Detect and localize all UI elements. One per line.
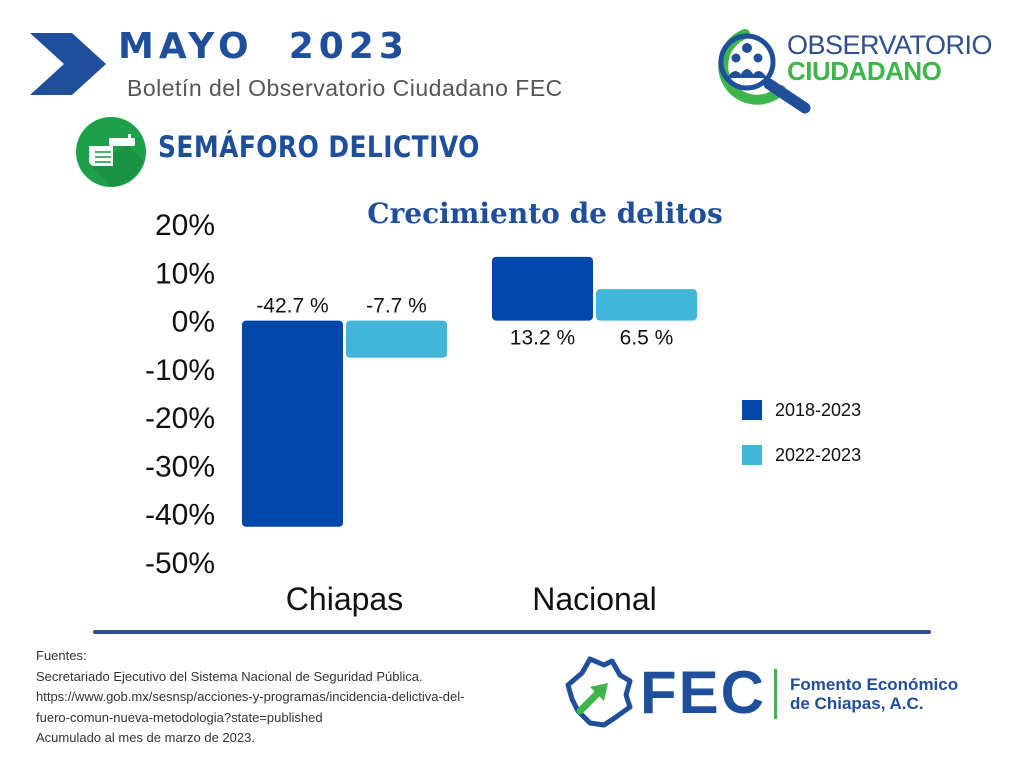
fec-logo-icon: FEC — [565, 656, 777, 728]
fec-name-line: Fomento Económico — [790, 675, 959, 694]
bar-value-label: -42.7 % — [256, 295, 328, 318]
y-tick-label: 0% — [172, 306, 215, 339]
bar — [492, 256, 593, 321]
y-tick-label: -10% — [145, 354, 215, 387]
fec-acronym: FEC — [640, 659, 766, 726]
bar — [346, 320, 447, 358]
hand-gun-icon — [76, 117, 146, 187]
sources-line: https://www.gob.mx/sesnsp/acciones-y-pro… — [36, 689, 465, 704]
section-title: SEMÁFORO DELICTIVO — [158, 130, 480, 164]
observatorio-logo-icon — [718, 29, 811, 114]
legend-label: 2022-2023 — [775, 445, 861, 465]
y-tick-label: -50% — [145, 547, 215, 580]
y-tick-label: -40% — [145, 499, 215, 532]
sources-line: fuero-comun-nueva-metodologia?state=publ… — [36, 709, 323, 725]
section-divider — [93, 630, 931, 634]
x-category-label: Chiapas — [286, 581, 403, 617]
fec-name: Fomento Económico de Chiapas, A.C. — [790, 675, 958, 713]
y-tick-label: 20% — [155, 209, 215, 242]
page-title: MAYO 2023 — [118, 26, 409, 67]
growth-bar-chart: Crecimiento de delitos 20% 10% 0% -10% -20% -… — [145, 197, 861, 617]
bar — [242, 320, 343, 527]
bar-value-label: 6.5 % — [620, 327, 674, 350]
legend-swatch — [742, 445, 762, 465]
observatorio-logo-text: OBSERVATORIO — [787, 30, 993, 60]
sources-line: Fuentes: — [36, 648, 87, 663]
fec-name-line: de Chiapas, A.C. — [790, 694, 924, 713]
y-tick-label: -30% — [145, 450, 215, 483]
x-category-label: Nacional — [532, 581, 657, 617]
y-tick-label: -20% — [145, 402, 215, 435]
y-tick-label: 10% — [155, 257, 215, 290]
bar-value-label: -7.7 % — [366, 295, 427, 318]
chevron-arrow-icon — [30, 33, 106, 95]
legend-label: 2018-2023 — [775, 400, 861, 420]
ciudadano-logo-text: CIUDADANO — [787, 56, 942, 86]
sources-line: Acumulado al mes de marzo de 2023. — [36, 730, 255, 745]
bar-value-label: 13.2 % — [510, 327, 575, 350]
sources-line: Secretariado Ejecutivo del Sistema Nacio… — [36, 668, 423, 684]
bar — [596, 289, 697, 321]
chart-title: Crecimiento de delitos — [367, 197, 723, 230]
page-subtitle: Boletín del Observatorio Ciudadano FEC — [127, 75, 563, 101]
legend-swatch — [742, 400, 762, 420]
sources-block: Fuentes: Secretariado Ejecutivo del Sist… — [36, 646, 556, 749]
